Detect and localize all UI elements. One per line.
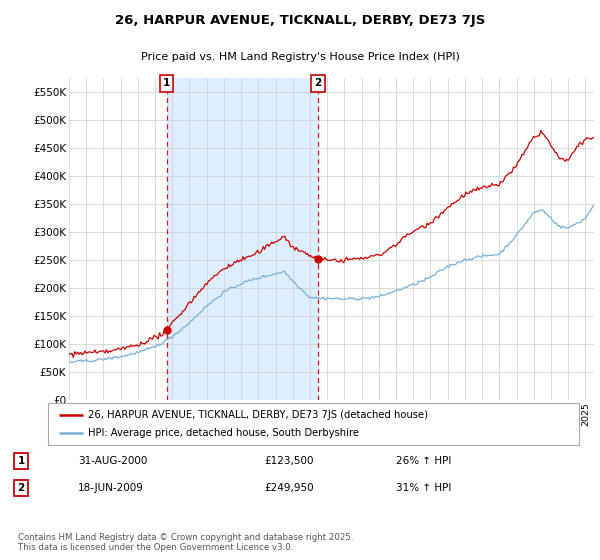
Text: £123,500: £123,500 [264, 456, 314, 466]
Text: 26, HARPUR AVENUE, TICKNALL, DERBY, DE73 7JS (detached house): 26, HARPUR AVENUE, TICKNALL, DERBY, DE73… [88, 409, 428, 419]
Bar [167, 78, 318, 400]
Text: 26, HARPUR AVENUE, TICKNALL, DERBY, DE73 7JS: 26, HARPUR AVENUE, TICKNALL, DERBY, DE73… [115, 14, 485, 27]
Text: 1: 1 [17, 456, 25, 466]
Text: Contains HM Land Registry data © Crown copyright and database right 2025.
This d: Contains HM Land Registry data © Crown c… [18, 533, 353, 552]
Text: 2: 2 [17, 483, 25, 493]
Text: 31% ↑ HPI: 31% ↑ HPI [396, 483, 451, 493]
Text: 1: 1 [163, 78, 170, 88]
Text: Price paid vs. HM Land Registry's House Price Index (HPI): Price paid vs. HM Land Registry's House … [140, 52, 460, 62]
Text: 31-AUG-2000: 31-AUG-2000 [78, 456, 148, 466]
Text: HPI: Average price, detached house, South Derbyshire: HPI: Average price, detached house, Sout… [88, 428, 359, 438]
Text: 18-JUN-2009: 18-JUN-2009 [78, 483, 144, 493]
Text: 2: 2 [314, 78, 322, 88]
Text: £249,950: £249,950 [264, 483, 314, 493]
Text: 26% ↑ HPI: 26% ↑ HPI [396, 456, 451, 466]
